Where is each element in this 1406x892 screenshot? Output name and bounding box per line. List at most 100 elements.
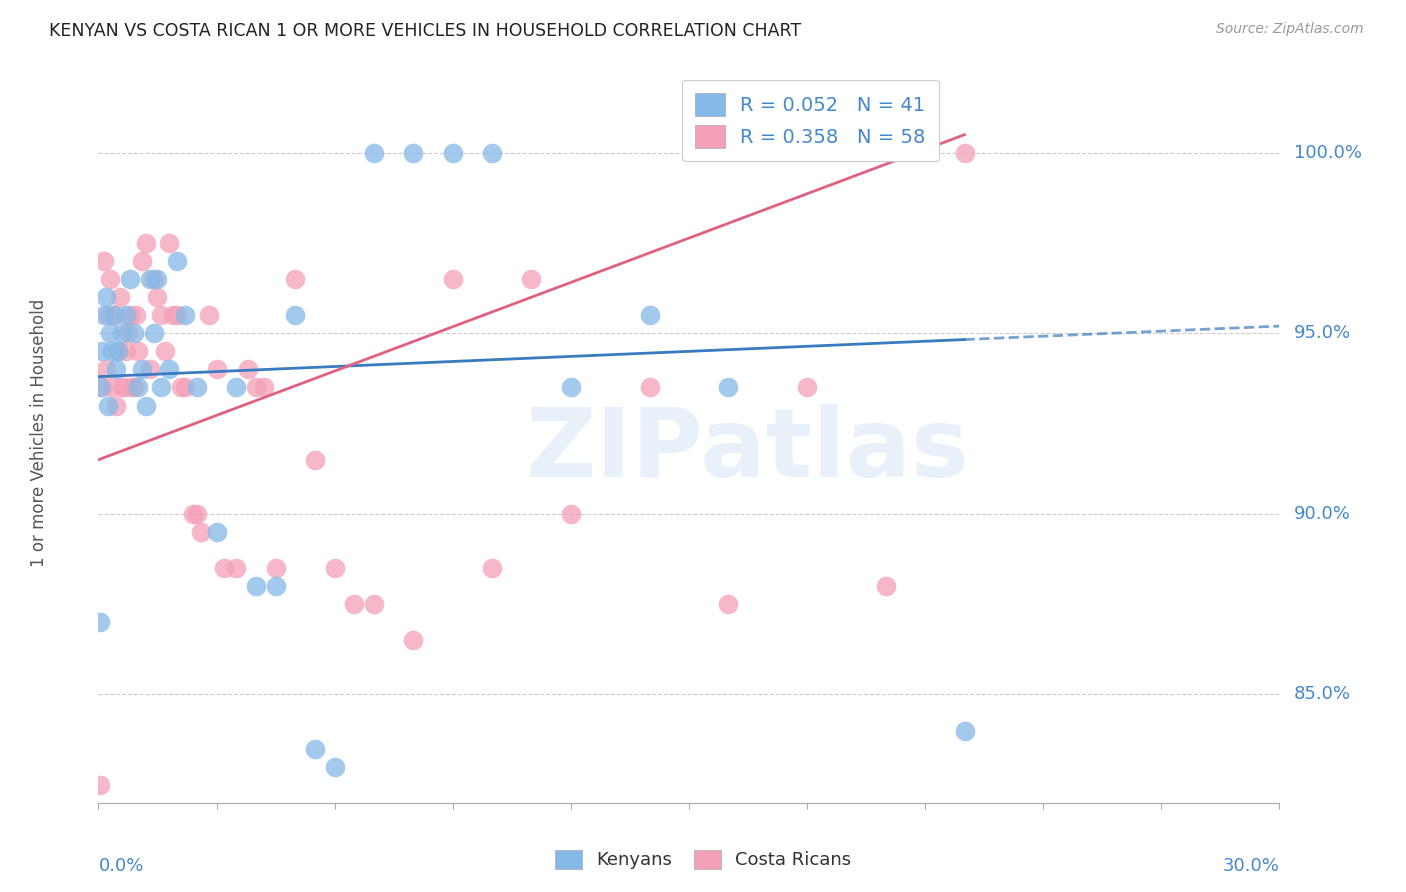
Point [441, 272, 464, 286]
Text: 0.0%: 0.0% [98, 857, 143, 875]
Point [264, 579, 287, 593]
Point [441, 145, 464, 160]
Point [264, 561, 287, 575]
Point [304, 741, 326, 756]
Point [245, 380, 267, 394]
Point [190, 524, 212, 539]
Point [142, 326, 165, 341]
Point [166, 254, 188, 268]
Point [157, 235, 180, 250]
Point [98, 326, 121, 341]
Point [105, 362, 128, 376]
Point [953, 723, 976, 738]
Point [91, 344, 114, 359]
Point [205, 362, 228, 376]
Point [146, 290, 169, 304]
Point [225, 561, 247, 575]
Point [166, 308, 188, 322]
Point [107, 344, 129, 359]
Text: KENYAN VS COSTA RICAN 1 OR MORE VEHICLES IN HOUSEHOLD CORRELATION CHART: KENYAN VS COSTA RICAN 1 OR MORE VEHICLES… [49, 22, 801, 40]
Point [138, 362, 160, 376]
Point [111, 380, 134, 394]
Point [107, 344, 129, 359]
Point [89, 778, 111, 792]
Point [131, 254, 153, 268]
Point [142, 272, 165, 286]
Text: Source: ZipAtlas.com: Source: ZipAtlas.com [1216, 22, 1364, 37]
Point [363, 145, 385, 160]
Point [520, 272, 543, 286]
Point [103, 308, 125, 322]
Point [253, 380, 276, 394]
Point [101, 380, 124, 394]
Point [103, 308, 125, 322]
Point [197, 308, 219, 322]
Point [162, 308, 184, 322]
Point [205, 524, 228, 539]
Point [638, 380, 661, 394]
Point [111, 326, 134, 341]
Text: 100.0%: 100.0% [1294, 144, 1361, 161]
Point [127, 344, 149, 359]
Point [214, 561, 236, 575]
Point [138, 272, 160, 286]
Point [125, 308, 148, 322]
Point [560, 380, 582, 394]
Point [402, 145, 425, 160]
Text: 30.0%: 30.0% [1223, 857, 1279, 875]
Point [186, 380, 208, 394]
Legend: Kenyans, Costa Ricans: Kenyans, Costa Ricans [546, 841, 860, 879]
Point [118, 308, 141, 322]
Point [181, 507, 204, 521]
Point [186, 507, 208, 521]
Point [115, 344, 138, 359]
Text: 90.0%: 90.0% [1294, 505, 1351, 523]
Point [560, 507, 582, 521]
Point [174, 380, 197, 394]
Point [323, 561, 346, 575]
Point [93, 254, 115, 268]
Point [343, 597, 366, 611]
Point [323, 760, 346, 774]
Point [118, 272, 141, 286]
Point [146, 272, 169, 286]
Point [796, 380, 818, 394]
Point [875, 579, 897, 593]
Point [284, 308, 307, 322]
Point [91, 380, 114, 394]
Point [481, 145, 503, 160]
Point [481, 561, 503, 575]
Point [96, 290, 118, 304]
Point [245, 579, 267, 593]
Legend: R = 0.052   N = 41, R = 0.358   N = 58: R = 0.052 N = 41, R = 0.358 N = 58 [682, 79, 939, 161]
Point [97, 399, 120, 413]
Point [284, 272, 307, 286]
Point [225, 380, 247, 394]
Point [157, 362, 180, 376]
Point [135, 399, 157, 413]
Text: 95.0%: 95.0% [1294, 325, 1351, 343]
Point [174, 308, 197, 322]
Point [170, 380, 193, 394]
Point [112, 380, 135, 394]
Point [96, 362, 118, 376]
Point [117, 326, 139, 341]
Point [638, 308, 661, 322]
Point [89, 380, 111, 394]
Point [122, 380, 145, 394]
Point [363, 597, 385, 611]
Point [150, 308, 173, 322]
Point [98, 272, 121, 286]
Point [89, 615, 111, 630]
Text: 85.0%: 85.0% [1294, 685, 1351, 704]
Text: 1 or more Vehicles in Household: 1 or more Vehicles in Household [31, 299, 48, 566]
Point [101, 344, 124, 359]
Point [105, 399, 128, 413]
Point [155, 344, 177, 359]
Point [131, 362, 153, 376]
Point [93, 308, 115, 322]
Text: ZIPatlas: ZIPatlas [526, 404, 970, 497]
Point [115, 308, 138, 322]
Point [127, 380, 149, 394]
Point [150, 380, 173, 394]
